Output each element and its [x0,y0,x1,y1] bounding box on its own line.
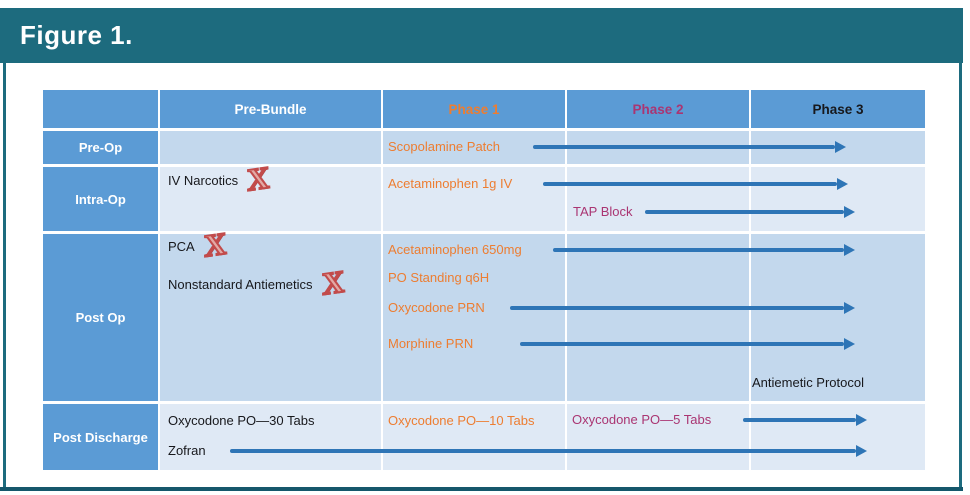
cell-intra-op-phase-1 [383,167,565,231]
item-po-standing-q6h: PO Standing q6H [388,270,490,285]
header-label-pre-bundle: Pre-Bundle [234,101,307,117]
header-label-phase-2: Phase 2 [632,101,684,117]
cell-post-op-phase-2 [567,234,749,401]
item-oxycodone-po-5: Oxycodone PO—5 Tabs [572,412,712,427]
cell-intra-op-phase-2 [567,167,749,231]
row-header-intra-op: Intra-Op [43,167,158,231]
discontinued-x-icon: X [320,262,345,302]
item-pca: PCA X [168,224,228,264]
item-zofran: Zofran [168,443,206,458]
header-cell-pre-bundle: Pre-Bundle [160,90,381,128]
header-cell-corner [43,90,158,128]
cell-pre-op-pre-bundle [160,131,381,164]
discontinued-x-icon: X [246,158,271,198]
row-header-post-discharge: Post Discharge [43,404,158,470]
arrow-zofran [230,445,867,457]
arrow-acetaminophen-1g-iv [543,178,848,190]
cell-post-op-pre-bundle [160,234,381,401]
nonstandard-antiemetics-label: Nonstandard Antiemetics [168,277,313,292]
item-antiemetic-protocol: Antiemetic Protocol [752,375,864,390]
item-nonstandard-antiemetics: Nonstandard Antiemetics X [168,262,345,302]
arrow-oxycodone-prn [510,302,855,314]
header-label-phase-3: Phase 3 [812,101,864,117]
header-cell-phase-1: Phase 1 [383,90,565,128]
frame-border-bottom [0,487,963,491]
arrow-morphine-prn [520,338,855,350]
item-oxycodone-po-30: Oxycodone PO—30 Tabs [168,413,315,428]
cell-post-discharge-phase-3 [751,404,925,470]
arrow-tap-block [645,206,855,218]
cell-post-discharge-phase-2 [567,404,749,470]
arrow-scopolamine-patch [533,141,846,153]
item-morphine-prn: Morphine PRN [388,336,474,351]
arrow-oxycodone-po-5 [743,414,867,426]
item-acetaminophen-650mg: Acetaminophen 650mg [388,242,522,257]
item-acetaminophen-1g-iv: Acetaminophen 1g IV [388,176,513,191]
item-scopolamine-patch: Scopolamine Patch [388,139,501,154]
item-tap-block: TAP Block [573,204,633,219]
row-header-pre-op: Pre-Op [43,131,158,164]
protocol-table: Pre-Bundle Phase 1 Phase 2 Phase 3 Pre-O… [43,90,925,470]
item-oxycodone-po-10: Oxycodone PO—10 Tabs [388,413,535,428]
header-cell-phase-2: Phase 2 [567,90,749,128]
figure-title-band: Figure 1. [0,8,963,63]
arrow-acetaminophen-650mg [553,244,855,256]
discontinued-x-icon: X [202,224,227,264]
cell-post-op-phase-3 [751,234,925,401]
cell-intra-op-pre-bundle [160,167,381,231]
frame-border-right [959,63,962,488]
header-cell-phase-3: Phase 3 [751,90,925,128]
row-header-post-op: Post Op [43,234,158,401]
figure-label: Figure 1. [20,20,133,50]
item-iv-narcotics: IV Narcotics X [168,158,271,198]
header-label-phase-1: Phase 1 [448,101,500,117]
frame-border-left [3,63,6,488]
pca-label: PCA [168,239,195,254]
cell-post-discharge-pre-bundle [160,404,381,470]
cell-post-op-phase-1 [383,234,565,401]
iv-narcotics-label: IV Narcotics [168,173,239,188]
item-oxycodone-prn: Oxycodone PRN [388,300,485,315]
cell-post-discharge-phase-1 [383,404,565,470]
cell-intra-op-phase-3 [751,167,925,231]
